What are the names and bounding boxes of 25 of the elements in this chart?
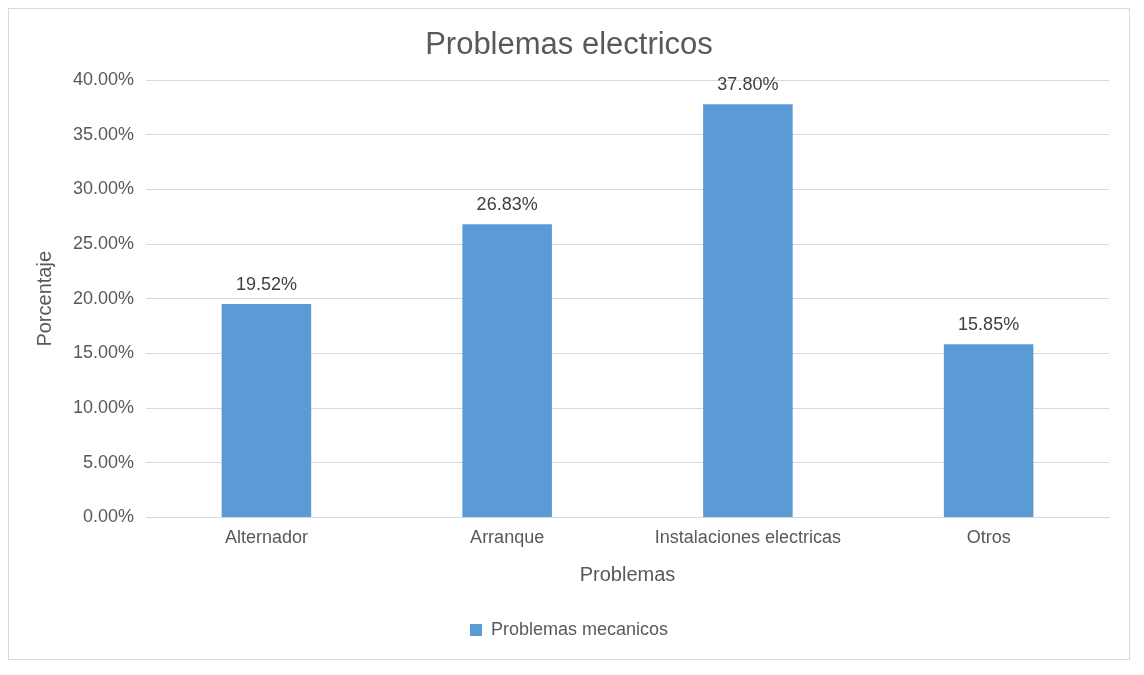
data-label: 15.85% [958, 314, 1020, 335]
y-tick-label: 5.00% [83, 451, 135, 472]
legend-label: Problemas mecanicos [490, 618, 669, 639]
bar [462, 224, 552, 517]
y-tick-label: 0.00% [83, 506, 135, 527]
y-tick-label: 20.00% [72, 287, 135, 308]
y-tick-label: 30.00% [72, 178, 135, 199]
x-tick-label: Arranque [470, 527, 545, 548]
y-tick-label: 35.00% [72, 123, 135, 144]
y-tick-label: 40.00% [72, 69, 135, 90]
x-tick-label: Otros [966, 527, 1011, 548]
bar [221, 304, 312, 517]
bar [703, 104, 793, 517]
data-label: 37.80% [717, 74, 779, 95]
data-label: 26.83% [476, 194, 538, 215]
y-axis-title: Porcentaje [32, 250, 55, 347]
chart-title: Problemas electricos [425, 26, 713, 62]
data-label: 19.52% [235, 274, 297, 295]
x-axis-title: Problemas [579, 562, 676, 585]
bar [943, 344, 1034, 517]
y-tick-label: 15.00% [72, 342, 135, 363]
y-tick-label: 25.00% [72, 233, 135, 254]
y-tick-label: 10.00% [72, 397, 135, 418]
x-tick-label: Alternador [224, 527, 308, 548]
x-tick-label: Instalaciones electricas [654, 527, 841, 548]
